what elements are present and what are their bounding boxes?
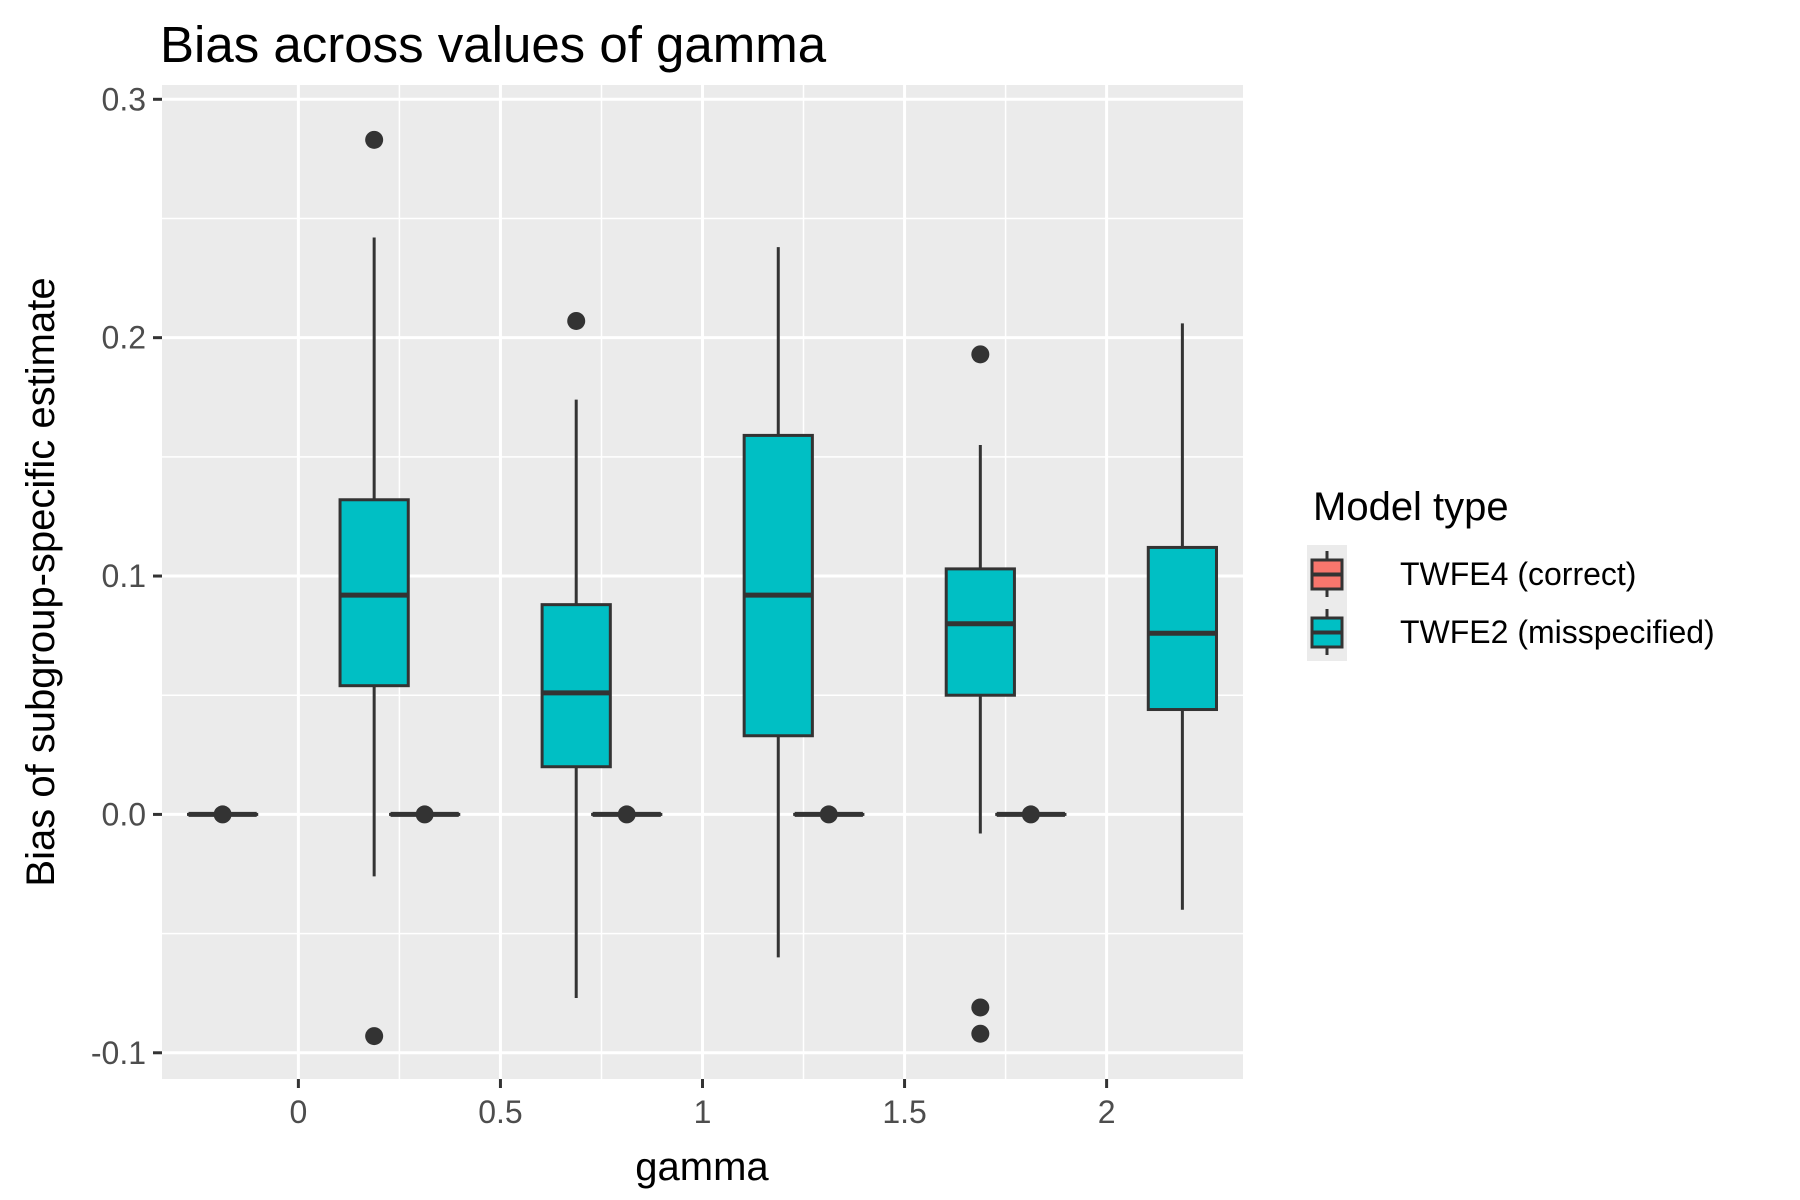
- legend-items: TWFE4 (correct) TWFE2 (misspecified): [1307, 545, 1715, 661]
- box-outlier: [415, 805, 434, 824]
- box-outlier: [213, 805, 232, 824]
- y-tick-label: 0.1: [102, 558, 146, 594]
- legend-item: TWFE2 (misspecified): [1307, 603, 1715, 661]
- x-tick-label: 0.5: [478, 1094, 522, 1130]
- box-outlier: [617, 805, 636, 824]
- x-tick-label: 2: [1098, 1094, 1116, 1130]
- box-body: [540, 603, 612, 769]
- legend-label: TWFE4 (correct): [1400, 556, 1636, 592]
- y-tick-label: 0.3: [102, 81, 146, 117]
- box-outlier: [567, 311, 586, 330]
- box-outlier: [1021, 805, 1040, 824]
- legend-label: TWFE2 (misspecified): [1400, 614, 1715, 650]
- x-tick-label: 1: [694, 1094, 712, 1130]
- y-axis-title: Bias of subgroup-specific estimate: [19, 277, 63, 886]
- legend-item: TWFE4 (correct): [1307, 545, 1636, 603]
- box-outlier: [365, 1027, 384, 1046]
- y-axis: -0.1 0.0 0.1 0.2 0.3: [91, 81, 162, 1071]
- y-tick-label: -0.1: [91, 1035, 146, 1071]
- box-body: [944, 567, 1016, 697]
- y-tick-label: 0.2: [102, 320, 146, 356]
- chart-title: Bias across values of gamma: [160, 16, 827, 73]
- x-tick-label: 1.5: [882, 1094, 926, 1130]
- box-body: [742, 433, 814, 738]
- box-body: [1146, 545, 1218, 712]
- box-series: [187, 130, 1218, 1046]
- x-axis-title: gamma: [635, 1145, 769, 1189]
- box-outlier: [819, 805, 838, 824]
- box-outlier: [971, 1024, 990, 1043]
- box-outlier: [365, 130, 384, 149]
- legend-title: Model type: [1313, 485, 1509, 529]
- legend: Model type TWFE4 (correct) TWFE2 (misspec…: [1307, 485, 1715, 661]
- y-tick-label: 0.0: [102, 796, 146, 832]
- x-axis: 0 0.5 1 1.5 2: [289, 1079, 1116, 1130]
- box-outlier: [971, 998, 990, 1017]
- x-tick-label: 0: [289, 1094, 307, 1130]
- box-outlier: [971, 345, 990, 364]
